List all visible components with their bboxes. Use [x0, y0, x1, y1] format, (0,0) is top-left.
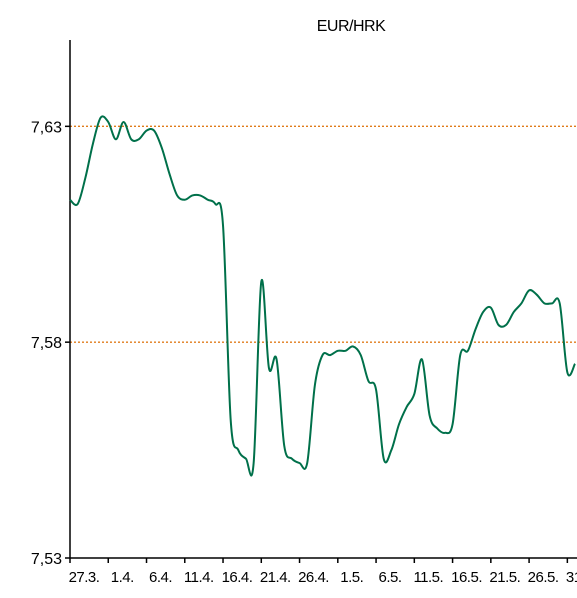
- data-point: [253, 462, 255, 464]
- data-point: [161, 147, 163, 149]
- data-point: [367, 380, 369, 382]
- data-point: [322, 354, 324, 356]
- data-point: [184, 199, 186, 201]
- data-point: [115, 138, 117, 140]
- data-point: [375, 389, 377, 391]
- data-point: [559, 302, 561, 304]
- data-point: [276, 358, 278, 360]
- data-point: [475, 328, 477, 330]
- data-point: [520, 302, 522, 304]
- x-ticks: 27.3. 1.4. 6.4. 11.4. 16.4. 21.4. 26.4. 1.5. 6.5…: [69, 558, 577, 586]
- data-point: [268, 367, 270, 369]
- x-tick-label: 1.5.: [340, 569, 363, 586]
- data-point: [360, 354, 362, 356]
- data-point: [222, 225, 224, 227]
- y-tick-label: 7,63: [31, 119, 62, 136]
- data-point: [574, 363, 576, 365]
- data-point: [536, 294, 538, 296]
- data-point: [490, 307, 492, 309]
- data-point: [413, 393, 415, 395]
- data-point: [176, 194, 178, 196]
- data-point: [543, 302, 545, 304]
- data-point: [191, 194, 193, 196]
- data-point: [283, 445, 285, 447]
- data-point: [123, 121, 125, 123]
- data-point: [390, 449, 392, 451]
- y-ticks: 7,53 7,58 7,63: [31, 119, 70, 568]
- x-tick-label: 21.5.: [489, 569, 520, 586]
- data-point: [107, 121, 109, 123]
- x-tick-label: 26.5.: [528, 569, 559, 586]
- data-point: [482, 311, 484, 313]
- x-tick-label: 31.5.: [566, 569, 577, 586]
- y-tick-label: 7,58: [31, 335, 62, 352]
- chart-title: EUR/HRK: [317, 18, 386, 35]
- data-point: [314, 384, 316, 386]
- data-point: [383, 458, 385, 460]
- data-point: [207, 199, 209, 201]
- data-point: [100, 117, 102, 119]
- data-point: [551, 302, 553, 304]
- data-point: [84, 177, 86, 179]
- data-point: [237, 449, 239, 451]
- data-point: [436, 428, 438, 430]
- x-tick-label: 11.5.: [413, 569, 443, 586]
- data-point: [146, 130, 148, 132]
- data-point: [153, 130, 155, 132]
- data-point: [306, 462, 308, 464]
- x-tick-label: 1.4.: [111, 569, 134, 586]
- gridlines: [70, 125, 577, 343]
- data-point: [214, 203, 216, 205]
- x-tick-label: 6.5.: [379, 569, 402, 586]
- data-point: [467, 350, 469, 352]
- data-point: [130, 138, 132, 140]
- x-tick-label: 11.4.: [184, 569, 214, 586]
- series-line-eur-hrk: [69, 115, 576, 477]
- data-point: [429, 415, 431, 417]
- x-tick-label: 16.4.: [222, 569, 253, 586]
- axes: [69, 40, 577, 559]
- data-point: [77, 203, 79, 205]
- data-point: [406, 406, 408, 408]
- data-point: [344, 350, 346, 352]
- x-tick-label: 21.4.: [260, 569, 291, 586]
- data-point: [459, 354, 461, 356]
- data-point: [138, 138, 140, 140]
- data-point: [497, 324, 499, 326]
- data-point: [566, 371, 568, 373]
- x-tick-label: 26.4.: [298, 569, 329, 586]
- data-point: [168, 173, 170, 175]
- x-tick-label: 16.5.: [451, 569, 482, 586]
- data-point: [260, 281, 262, 283]
- data-point: [92, 143, 94, 145]
- x-tick-label: 6.4.: [149, 569, 172, 586]
- data-point: [444, 432, 446, 434]
- data-point: [513, 311, 515, 313]
- data-point: [199, 194, 201, 196]
- data-point: [528, 289, 530, 291]
- x-tick-label: 27.3.: [69, 569, 100, 586]
- data-point: [421, 358, 423, 360]
- data-point: [299, 462, 301, 464]
- data-point: [505, 324, 507, 326]
- data-point: [329, 354, 331, 356]
- data-point: [245, 458, 247, 460]
- data-point: [291, 458, 293, 460]
- data-point: [69, 199, 71, 201]
- data-points: [69, 117, 576, 464]
- data-point: [352, 345, 354, 347]
- data-point: [337, 350, 339, 352]
- data-point: [452, 423, 454, 425]
- data-point: [398, 423, 400, 425]
- y-tick-label: 7,53: [31, 551, 62, 568]
- data-point: [230, 419, 232, 421]
